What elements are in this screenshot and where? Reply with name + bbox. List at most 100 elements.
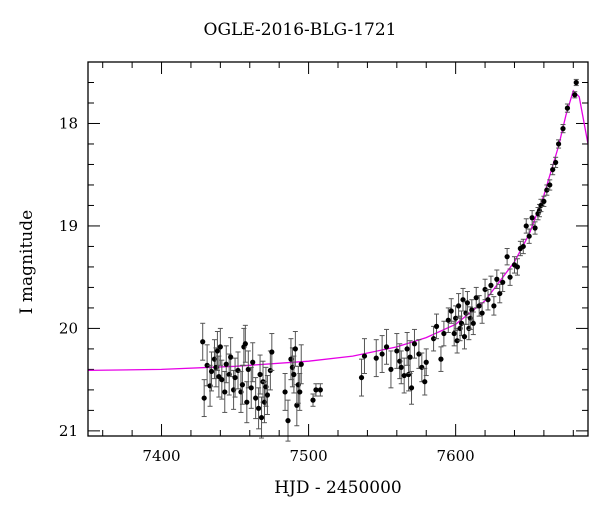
data-point — [458, 320, 465, 326]
data-point — [204, 362, 210, 368]
data-point — [291, 371, 297, 378]
data-point — [430, 336, 437, 342]
data-point — [473, 295, 479, 301]
x-axis-label: HJD - 2450000 — [274, 478, 402, 498]
data-point — [553, 159, 559, 166]
data-point — [394, 348, 400, 354]
data-point — [469, 307, 475, 313]
data-point — [555, 141, 562, 147]
data-point — [244, 399, 250, 405]
chart-title: OGLE-2016-BLG-1721 — [203, 20, 397, 40]
data-point — [294, 402, 300, 408]
data-point — [550, 166, 556, 173]
model-curve-layer — [88, 89, 588, 372]
data-point — [217, 344, 223, 350]
data-point — [547, 182, 553, 188]
data-point — [201, 395, 207, 401]
data-point — [497, 290, 503, 297]
data-point — [297, 389, 303, 395]
data-point — [200, 339, 206, 345]
data-point — [253, 395, 259, 401]
data-point — [317, 387, 323, 393]
data-point — [464, 300, 471, 306]
data-point — [214, 348, 221, 354]
data-point — [422, 379, 428, 385]
data-point — [282, 389, 288, 395]
data-point — [228, 354, 234, 360]
data-point — [313, 387, 319, 393]
data-point — [373, 355, 379, 361]
data-point — [520, 243, 526, 250]
data-point — [407, 354, 413, 360]
data-point — [250, 359, 256, 365]
data-point — [358, 374, 365, 381]
data-point — [438, 356, 444, 362]
data-point — [476, 303, 482, 309]
data-point — [208, 368, 215, 375]
data-point — [445, 317, 451, 323]
data-point — [257, 371, 263, 378]
data-point — [419, 364, 425, 370]
data-point — [485, 297, 491, 303]
data-point — [223, 361, 229, 367]
data-point — [401, 372, 407, 379]
data-point — [470, 320, 476, 326]
data-point — [232, 374, 238, 381]
data-point — [451, 330, 457, 337]
data-point — [526, 233, 532, 239]
plot-frame — [87, 61, 589, 437]
data-point — [258, 414, 265, 421]
data-point — [504, 254, 510, 260]
data-point — [453, 315, 459, 321]
data-point — [398, 364, 404, 370]
y-tick-label: 18 — [59, 114, 78, 132]
data-point — [222, 389, 228, 395]
data-point — [448, 308, 454, 314]
data-point — [245, 366, 251, 372]
data-point — [379, 351, 385, 357]
data-point — [310, 397, 316, 403]
data-points-layer — [200, 78, 579, 442]
data-point — [292, 346, 298, 352]
data-point — [541, 198, 547, 204]
y-tick-label: 21 — [59, 422, 78, 440]
data-point — [479, 310, 485, 316]
data-point — [560, 126, 566, 132]
data-point — [269, 349, 275, 355]
data-point — [454, 338, 460, 344]
data-point — [564, 105, 571, 111]
data-point — [423, 359, 429, 365]
data-point — [532, 225, 538, 231]
axis-ticks: 7400 7500 7600 18 19 20 21 — [59, 62, 588, 465]
data-point — [455, 303, 462, 309]
data-point — [242, 341, 248, 347]
data-point — [461, 334, 468, 340]
data-point — [482, 286, 488, 293]
x-tick-label: 7500 — [289, 447, 327, 465]
data-point — [529, 215, 535, 221]
data-point — [219, 377, 225, 383]
data-point — [361, 353, 368, 359]
data-point — [255, 405, 262, 411]
data-point — [544, 187, 550, 193]
data-point — [507, 274, 513, 280]
data-point — [264, 392, 271, 398]
data-point — [408, 385, 415, 391]
data-point — [500, 279, 506, 285]
data-point — [523, 223, 529, 229]
data-point — [514, 264, 521, 270]
data-point — [416, 351, 422, 357]
data-point — [411, 341, 418, 347]
data-point — [491, 303, 497, 309]
data-point — [298, 361, 304, 367]
data-point — [285, 418, 291, 424]
data-point — [572, 92, 578, 98]
data-point — [248, 385, 254, 391]
model-curve — [88, 89, 588, 372]
data-point — [404, 346, 410, 352]
x-tick-label: 7600 — [437, 447, 475, 465]
data-point — [388, 366, 394, 372]
x-tick-label: 7400 — [142, 447, 180, 465]
data-point — [488, 282, 494, 288]
